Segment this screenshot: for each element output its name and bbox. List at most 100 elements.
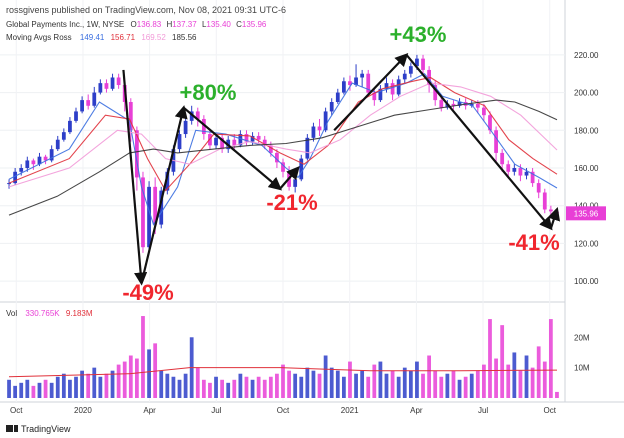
volume-bar bbox=[55, 376, 60, 398]
volume-bar bbox=[433, 370, 438, 398]
volume-bar bbox=[31, 385, 36, 398]
volume-bar bbox=[268, 376, 273, 398]
volume-bar bbox=[299, 376, 304, 398]
volume-bar bbox=[335, 370, 340, 398]
candle-body bbox=[548, 209, 553, 212]
candle-body bbox=[354, 77, 358, 86]
moving-average-line bbox=[8, 73, 558, 226]
footer-brand: TradingView bbox=[21, 424, 71, 434]
volume-bar bbox=[275, 373, 279, 398]
volume-bar bbox=[80, 370, 84, 398]
volume-bar bbox=[226, 382, 231, 398]
candle-body bbox=[390, 83, 395, 95]
trend-lines bbox=[122, 52, 561, 286]
candle-body bbox=[396, 79, 401, 95]
candle-body bbox=[195, 111, 200, 119]
time-tick-label: Apr bbox=[143, 406, 156, 415]
candle-body bbox=[189, 111, 194, 121]
candle-body bbox=[275, 152, 279, 163]
moving-average-line bbox=[8, 82, 558, 188]
candle-body bbox=[110, 77, 115, 89]
candle-body bbox=[153, 186, 158, 225]
candle-body bbox=[433, 85, 438, 101]
candle-body bbox=[530, 171, 535, 184]
volume-bar bbox=[43, 379, 48, 398]
candle-body bbox=[415, 58, 419, 67]
candle-body bbox=[92, 92, 97, 106]
time-tick-label: Jul bbox=[478, 406, 488, 415]
volume-bar bbox=[536, 346, 541, 398]
volume-bar bbox=[293, 373, 298, 398]
volume-bar bbox=[256, 376, 261, 398]
volume-bar bbox=[482, 364, 486, 398]
candle-body bbox=[165, 171, 170, 191]
volume-bar bbox=[475, 370, 480, 398]
time-tick-label: 2020 bbox=[74, 406, 92, 415]
candle-body bbox=[488, 115, 492, 131]
volume-bar bbox=[445, 373, 450, 398]
volume-bar bbox=[348, 361, 352, 398]
candle-body bbox=[147, 186, 151, 248]
volume-bar bbox=[555, 391, 559, 398]
trend-arrow bbox=[140, 105, 188, 284]
publisher-line: rossgivens published on TradingView.com,… bbox=[6, 5, 286, 15]
candle-body bbox=[201, 118, 206, 135]
volume-bar bbox=[396, 376, 401, 398]
candle-body bbox=[116, 77, 121, 86]
volume-bar bbox=[19, 382, 24, 398]
price-tick-label: 220.00 bbox=[574, 51, 599, 60]
percent-annotation: +80% bbox=[180, 80, 237, 105]
volume-bar bbox=[548, 319, 553, 398]
candle-body bbox=[348, 81, 352, 86]
volume-bar bbox=[250, 379, 255, 398]
trend-arrow bbox=[182, 106, 283, 191]
candle-body bbox=[439, 100, 444, 108]
volume-bar bbox=[104, 373, 109, 398]
candle-body bbox=[220, 137, 225, 150]
candle-body bbox=[482, 107, 486, 116]
candle-body bbox=[13, 171, 18, 184]
candle-body bbox=[518, 168, 523, 176]
volume-bar bbox=[360, 370, 365, 398]
volume-bars bbox=[7, 316, 559, 398]
volume-bar bbox=[311, 370, 316, 398]
volume-bar bbox=[135, 358, 139, 398]
candle-body bbox=[335, 92, 340, 102]
time-tick-label: Oct bbox=[277, 406, 290, 415]
volume-bar bbox=[378, 361, 383, 398]
volume-bar bbox=[488, 319, 492, 398]
volume-bar bbox=[506, 364, 511, 398]
volume-tick-label: 10M bbox=[574, 364, 590, 373]
volume-bar bbox=[354, 373, 358, 398]
candle-body bbox=[299, 158, 304, 180]
volume-bar bbox=[183, 373, 188, 398]
volume-bar bbox=[13, 385, 18, 398]
candle-body bbox=[25, 160, 30, 168]
candle-body bbox=[256, 135, 261, 140]
symbol-name: Global Payments Inc., 1W, NYSE bbox=[6, 20, 124, 29]
trend-arrow bbox=[122, 69, 148, 286]
volume-bar bbox=[220, 379, 225, 398]
candle-body bbox=[384, 83, 389, 89]
time-tick-label: Jul bbox=[211, 406, 221, 415]
price-tick-label: 100.00 bbox=[574, 277, 599, 286]
candle-body bbox=[250, 135, 255, 142]
candle-body bbox=[104, 83, 109, 89]
volume-bar bbox=[500, 325, 505, 398]
volume-bar bbox=[110, 370, 115, 398]
candle-body bbox=[98, 83, 103, 93]
axes: 100.00 120.00 140.00 160.00 180.00 200.00 220.… bbox=[10, 51, 606, 415]
time-tick-label: Apr bbox=[410, 406, 423, 415]
last-price-tag bbox=[566, 206, 606, 221]
candle-body bbox=[135, 130, 139, 178]
candle-body bbox=[500, 152, 505, 165]
volume-bar bbox=[201, 379, 206, 398]
volume-bar bbox=[147, 349, 151, 398]
volume-bar bbox=[128, 355, 133, 398]
candle-body bbox=[512, 168, 517, 172]
candle-body bbox=[329, 102, 334, 112]
volume-bar bbox=[141, 316, 145, 398]
trend-arrow bbox=[405, 54, 553, 231]
candle-body bbox=[262, 139, 267, 146]
candle-body bbox=[49, 149, 54, 161]
